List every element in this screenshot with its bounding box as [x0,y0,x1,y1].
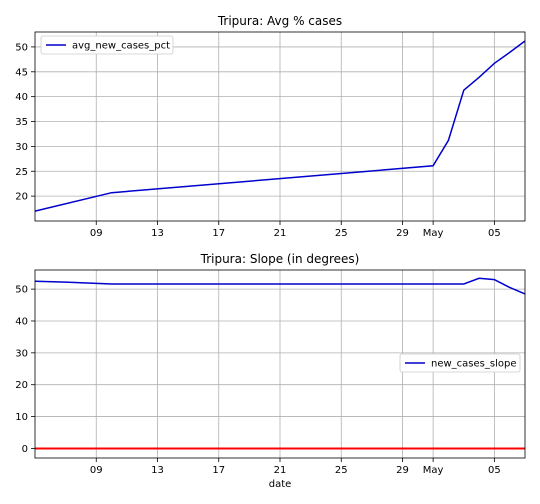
legend-box [40,35,174,55]
x-tick-label: 05 [488,465,501,476]
y-tick-label: 30 [15,348,28,359]
x-tick-label: 09 [90,465,103,476]
x-tick-label: 17 [212,228,225,239]
legend-box [399,353,521,373]
x-axis-label: date [269,479,292,490]
series-line-new_cases_slope [34,277,526,295]
y-tick-label: 40 [15,92,28,103]
chart-title: Tripura: Avg % cases [217,14,342,28]
x-tick-label: 21 [274,228,287,239]
series-line-avg_new_cases_pct [34,40,526,212]
y-tick-label: 0 [22,444,28,455]
x-tick-label: 29 [396,465,409,476]
y-tick-label: 30 [15,142,28,153]
legend: new_cases_slope [399,353,521,373]
legend: avg_new_cases_pct [40,35,174,55]
y-tick-label: 20 [15,192,28,203]
legend-label: new_cases_slope [431,359,516,370]
x-tick-label: 13 [151,228,164,239]
y-tick-label: 35 [15,117,28,128]
x-tick-label: 25 [335,228,348,239]
x-tick-label: 09 [90,228,103,239]
legend-label: avg_new_cases_pct [72,41,170,52]
grid [35,32,525,221]
x-tick-label: 05 [488,228,501,239]
y-tick-label: 25 [15,167,28,178]
y-tick-label: 50 [15,285,28,296]
y-tick-label: 10 [15,412,28,423]
y-tick-label: 40 [15,316,28,327]
x-tick-label: May [423,228,444,239]
y-tick-label: 20 [15,380,28,391]
x-tick-label: 29 [396,228,409,239]
x-tick-label: 25 [335,465,348,476]
x-tick-label: May [423,465,444,476]
y-tick-label: 45 [15,67,28,78]
x-tick-label: 13 [151,465,164,476]
chart-panel-slope: Tripura: Slope (in degrees) date 09 13 17 2… [15,252,526,490]
y-tick-label: 50 [15,42,28,53]
x-tick-label: 17 [212,465,225,476]
chart-title: Tripura: Slope (in degrees) [200,252,360,266]
x-tick-label: 21 [274,465,287,476]
chart-panel-avg-cases: Tripura: Avg % cases 09 13 17 21 25 29 May 05 20… [15,14,526,239]
